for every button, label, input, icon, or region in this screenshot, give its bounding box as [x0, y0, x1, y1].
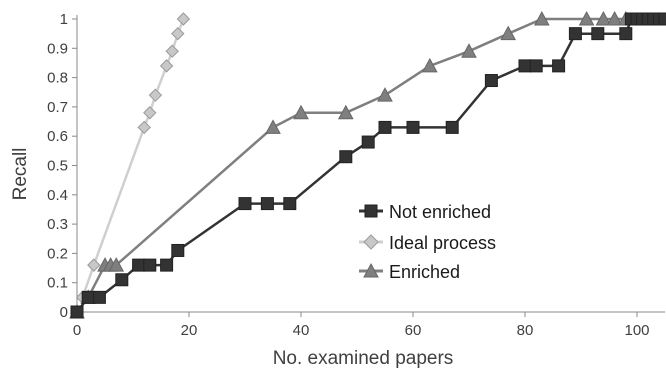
legend-marker-ideal-process — [363, 234, 379, 250]
series-ideal-process — [75, 12, 191, 305]
legend-label-ideal-process: Ideal process — [389, 233, 496, 253]
series-not-enriched — [70, 12, 666, 319]
x-tick-label: 20 — [181, 322, 198, 339]
data-point-not-enriched — [619, 27, 633, 41]
data-point-ideal-process — [159, 59, 174, 73]
data-point-enriched — [337, 104, 354, 120]
y-tick-label: 0.3 — [47, 216, 68, 233]
data-point-not-enriched — [115, 273, 129, 287]
data-point-not-enriched — [92, 290, 106, 304]
axes — [76, 15, 665, 313]
y-tick-label: 0.2 — [47, 245, 68, 262]
y-tick-label: 0.8 — [47, 70, 68, 87]
x-axis-label: No. examined papers — [273, 348, 454, 369]
legend-label-not-enriched: Not enriched — [389, 202, 491, 222]
data-point-ideal-process — [143, 106, 157, 120]
data-point-not-enriched — [406, 120, 420, 134]
y-axis-label: Recall — [10, 148, 31, 201]
data-point-ideal-process — [148, 88, 163, 102]
data-point-enriched — [108, 257, 125, 272]
data-point-not-enriched — [260, 197, 274, 211]
y-tick-label: 1 — [60, 11, 68, 28]
data-point-not-enriched — [361, 135, 375, 149]
data-point-not-enriched — [378, 120, 392, 134]
data-point-not-enriched — [171, 243, 185, 257]
data-point-not-enriched — [658, 12, 666, 26]
legend-label-enriched: Enriched — [389, 262, 460, 282]
y-tick-label: 0 — [60, 304, 68, 321]
x-tick-label: 40 — [293, 322, 310, 339]
data-point-not-enriched — [591, 27, 605, 41]
data-point-enriched — [421, 57, 438, 73]
legend-marker-not-enriched — [364, 204, 378, 218]
x-tick-label: 60 — [405, 322, 422, 339]
x-tick-label: 0 — [73, 322, 81, 339]
data-point-enriched — [578, 10, 595, 26]
data-point-ideal-process — [176, 12, 191, 26]
data-point-enriched — [377, 87, 393, 102]
data-point-not-enriched — [160, 258, 174, 272]
legend-item-enriched: Enriched — [359, 262, 460, 282]
series-line-enriched — [76, 17, 626, 313]
data-point-not-enriched — [132, 258, 146, 272]
data-point-not-enriched — [568, 27, 582, 41]
data-point-not-enriched — [552, 59, 566, 73]
data-point-not-enriched — [81, 290, 95, 304]
series-line-ideal-process — [81, 18, 185, 298]
legend-marker-enriched — [363, 262, 379, 278]
y-axis-ticks: 0 0.1 0.2 0.3 0.4 0.5 0.6 0.7 0.8 0.9 1 — [47, 11, 77, 321]
y-tick-label: 0.9 — [47, 40, 68, 57]
data-point-not-enriched — [70, 305, 84, 319]
y-tick-label: 0.5 — [47, 158, 68, 175]
legend-item-not-enriched: Not enriched — [359, 202, 491, 222]
legend-item-ideal-process: Ideal process — [359, 233, 496, 253]
data-point-ideal-process — [137, 120, 151, 135]
data-point-not-enriched — [529, 59, 543, 73]
x-tick-label: 80 — [517, 322, 534, 339]
data-point-not-enriched — [283, 197, 297, 211]
x-tick-label: 100 — [624, 322, 649, 339]
data-point-not-enriched — [484, 74, 498, 88]
data-point-enriched — [595, 10, 612, 26]
data-point-ideal-process — [165, 44, 179, 58]
data-point-enriched — [533, 10, 550, 26]
data-point-not-enriched — [238, 197, 252, 211]
data-point-ideal-process — [171, 26, 185, 41]
y-tick-label: 0.1 — [47, 275, 68, 292]
data-point-enriched — [265, 119, 281, 134]
data-point-enriched — [461, 43, 477, 58]
data-point-enriched — [500, 25, 517, 41]
data-point-not-enriched — [143, 258, 157, 272]
legend: Not enriched Ideal process Enriched — [359, 202, 496, 282]
y-tick-label: 0.6 — [47, 128, 68, 145]
data-point-enriched — [606, 10, 623, 26]
y-tick-label: 0.4 — [47, 187, 68, 204]
data-point-not-enriched — [445, 120, 459, 134]
series-layer — [69, 10, 666, 319]
data-point-not-enriched — [339, 150, 353, 164]
data-point-not-enriched — [518, 59, 532, 73]
data-point-enriched — [293, 104, 309, 120]
x-axis-ticks: 0 20 40 60 80 100 — [73, 312, 650, 339]
series-enriched — [69, 10, 634, 319]
data-point-ideal-process — [87, 258, 101, 272]
y-tick-label: 0.7 — [47, 99, 68, 116]
